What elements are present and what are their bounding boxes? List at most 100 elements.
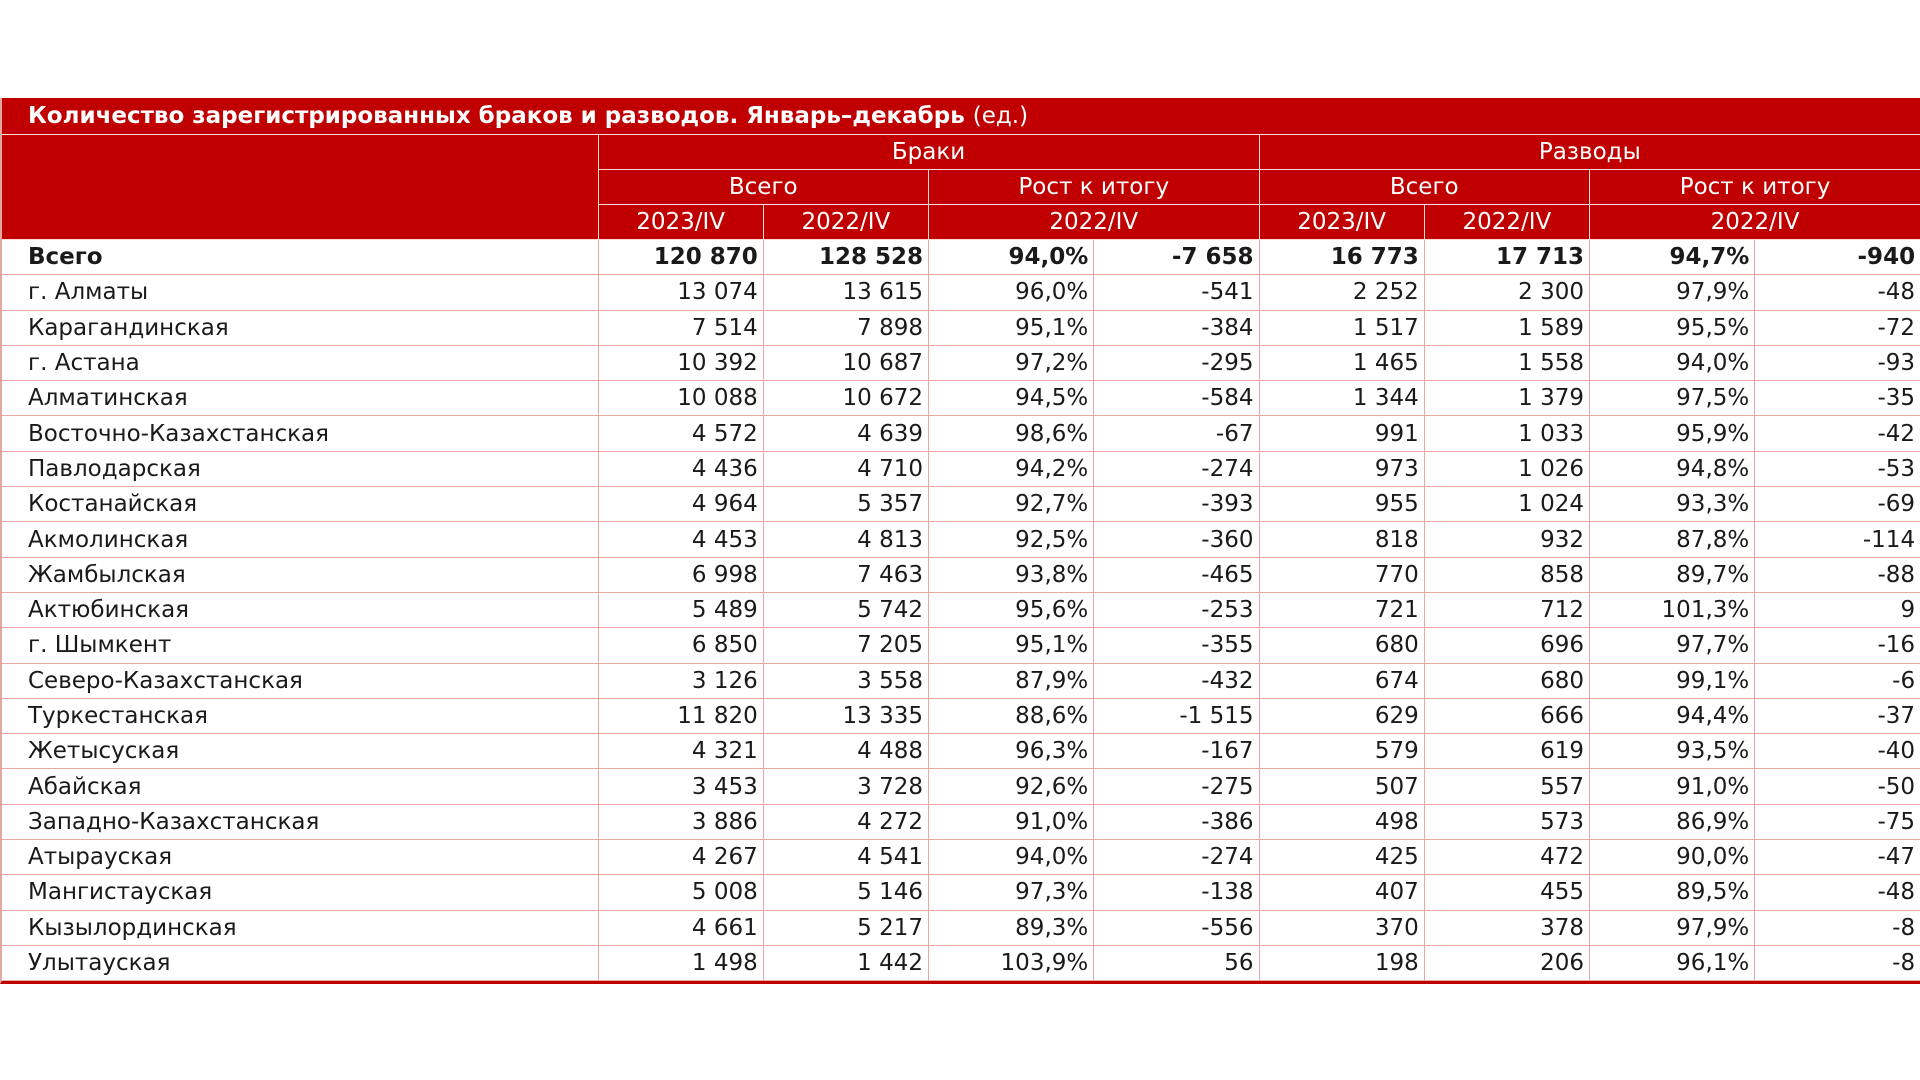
divorces-2022-cell: 1 024 [1423, 486, 1590, 523]
marriages-growth-pct-cell: 95,6% [927, 592, 1094, 629]
table-row-total: Всего 120 870 128 528 94,0% -7 658 16 773 17 7… [2, 239, 1920, 276]
table-row: Актюбинская 5 489 5 742 95,6% -253 721 712 101,… [2, 592, 1920, 629]
divorces-growth-pct-cell: 94,0% [1588, 345, 1755, 382]
region-header-blank [2, 134, 598, 240]
marriages-2023-cell: 4 572 [597, 415, 764, 452]
table-row: Акмолинская 4 453 4 813 92,5% -360 818 932 87,8… [2, 521, 1920, 558]
marriages-growth-diff-cell: -1 515 [1093, 698, 1259, 735]
table-row: Кызылординская 4 661 5 217 89,3% -556 370 378 9… [2, 910, 1920, 946]
divorces-2023-cell: 498 [1258, 804, 1425, 841]
divorces-growth-diff-cell: -72 [1754, 310, 1920, 346]
divorces-growth-pct-cell: 97,9% [1588, 910, 1755, 946]
divorces-2022-cell: 1 379 [1423, 380, 1590, 417]
divorces-2023-cell: 674 [1258, 663, 1425, 699]
marriages-growth-diff-cell: -7 658 [1093, 239, 1259, 276]
marriages-growth-pct-cell: 94,2% [927, 451, 1094, 488]
region-cell: г. Алматы [2, 274, 598, 311]
marriages-growth-pct-cell: 95,1% [927, 310, 1094, 346]
marriages-2022-cell: 5 742 [762, 592, 929, 629]
table-row: Карагандинская 7 514 7 898 95,1% -384 1 517 1 … [2, 310, 1920, 346]
marriages-growth-pct-cell: 92,6% [927, 768, 1094, 805]
divorces-growth-pct-cell: 99,1% [1588, 663, 1755, 699]
table-row: Туркестанская 11 820 13 335 88,6% -1 515 629 6… [2, 698, 1920, 735]
divorces-2023-cell: 629 [1258, 698, 1425, 735]
marriages-growth-pct-cell: 93,8% [927, 557, 1094, 593]
divorces-2023-cell: 507 [1258, 768, 1425, 805]
marriages-2022-cell: 128 528 [762, 239, 929, 276]
divorces-2023-cell: 991 [1258, 415, 1425, 452]
region-cell: Атырауская [2, 839, 598, 876]
marriages-growth-diff-cell: -386 [1093, 804, 1259, 841]
marriages-2023-cell: 7 514 [597, 310, 764, 346]
marriages-2022-cell: 7 205 [762, 627, 929, 664]
table-row: Павлодарская 4 436 4 710 94,2% -274 973 1 026 9… [2, 451, 1920, 488]
divorces-growth-pct-cell: 86,9% [1588, 804, 1755, 841]
divorces-2022-cell: 1 033 [1423, 415, 1590, 452]
marriages-growth-period: 2022/IV [928, 204, 1259, 240]
region-cell: Абайская [2, 768, 598, 805]
marriages-growth-pct-cell: 89,3% [927, 910, 1094, 946]
divorces-growth-diff-cell: -114 [1754, 521, 1920, 558]
marriages-2023-cell: 3 453 [597, 768, 764, 805]
marriages-2022-cell: 4 541 [762, 839, 929, 876]
region-cell: Жамбылская [2, 557, 598, 593]
divorces-2023-cell: 2 252 [1258, 274, 1425, 311]
divorces-growth-diff-cell: -50 [1754, 768, 1920, 805]
divorces-growth-pct-cell: 87,8% [1588, 521, 1755, 558]
marriages-period-current: 2023/IV [597, 204, 764, 240]
divorces-growth-pct-cell: 97,5% [1588, 380, 1755, 417]
marriages-2023-cell: 6 998 [597, 557, 764, 593]
marriages-growth-diff-cell: -67 [1093, 415, 1259, 452]
region-cell: Восточно-Казахстанская [2, 415, 598, 452]
divorces-2022-cell: 455 [1423, 874, 1590, 911]
divorces-growth-diff-cell: -48 [1754, 274, 1920, 311]
table-row: г. Шымкент 6 850 7 205 95,1% -355 680 696 97,7%… [2, 627, 1920, 664]
divorces-growth-pct-cell: 97,9% [1588, 274, 1755, 311]
divorces-growth-pct-cell: 89,7% [1588, 557, 1755, 593]
divorces-growth-diff-cell: -940 [1754, 239, 1920, 276]
marriages-2022-cell: 3 728 [762, 768, 929, 805]
divorces-growth-diff-cell: -48 [1754, 874, 1920, 911]
divorces-growth-header: Рост к итогу [1589, 169, 1920, 205]
marriages-2023-cell: 4 267 [597, 839, 764, 876]
marriages-growth-pct-cell: 94,5% [927, 380, 1094, 417]
divorces-2023-cell: 1 517 [1258, 310, 1425, 346]
divorces-period-current: 2023/IV [1258, 204, 1425, 240]
divorces-growth-pct-cell: 93,3% [1588, 486, 1755, 523]
marriages-2022-cell: 13 615 [762, 274, 929, 311]
divorces-2023-cell: 955 [1258, 486, 1425, 523]
table-row: Восточно-Казахстанская 4 572 4 639 98,6% -67… [2, 415, 1920, 452]
marriages-2022-cell: 5 217 [762, 910, 929, 946]
marriages-growth-pct-cell: 92,5% [927, 521, 1094, 558]
divorces-growth-diff-cell: -47 [1754, 839, 1920, 876]
table-row: Костанайская 4 964 5 357 92,7% -393 955 1 024 9… [2, 486, 1920, 523]
marriages-total-header: Всего [597, 169, 929, 205]
divorces-2022-cell: 557 [1423, 768, 1590, 805]
marriages-2023-cell: 4 436 [597, 451, 764, 488]
divorces-2022-cell: 666 [1423, 698, 1590, 735]
divorces-2022-cell: 378 [1423, 910, 1590, 946]
marriages-2022-cell: 4 272 [762, 804, 929, 841]
divorces-2022-cell: 17 713 [1423, 239, 1590, 276]
marriages-growth-pct-cell: 94,0% [927, 839, 1094, 876]
divorces-growth-diff-cell: -8 [1754, 910, 1920, 946]
divorces-2023-cell: 818 [1258, 521, 1425, 558]
divorces-growth-diff-cell: -53 [1754, 451, 1920, 488]
divorces-2023-cell: 770 [1258, 557, 1425, 593]
table-row: Алматинская 10 088 10 672 94,5% -584 1 344 1 3… [2, 380, 1920, 417]
table-row: Западно-Казахстанская 3 886 4 272 91,0% -386… [2, 804, 1920, 841]
divorces-total-header: Всего [1258, 169, 1590, 205]
marriages-2022-cell: 3 558 [762, 663, 929, 699]
marriages-2023-cell: 4 964 [597, 486, 764, 523]
divorces-2023-cell: 407 [1258, 874, 1425, 911]
marriages-2022-cell: 7 898 [762, 310, 929, 346]
group-header-marriages: Браки [597, 134, 1259, 170]
divorces-growth-pct-cell: 101,3% [1588, 592, 1755, 629]
table-row: Северо-Казахстанская 3 126 3 558 87,9% -432 6… [2, 663, 1920, 699]
marriages-growth-header: Рост к итогу [928, 169, 1259, 205]
divorces-growth-pct-cell: 90,0% [1588, 839, 1755, 876]
divorces-2022-cell: 1 589 [1423, 310, 1590, 346]
marriages-2023-cell: 13 074 [597, 274, 764, 311]
region-cell: Кызылординская [2, 910, 598, 946]
table-row: Жетысуская 4 321 4 488 96,3% -167 579 619 93,5%… [2, 733, 1920, 770]
